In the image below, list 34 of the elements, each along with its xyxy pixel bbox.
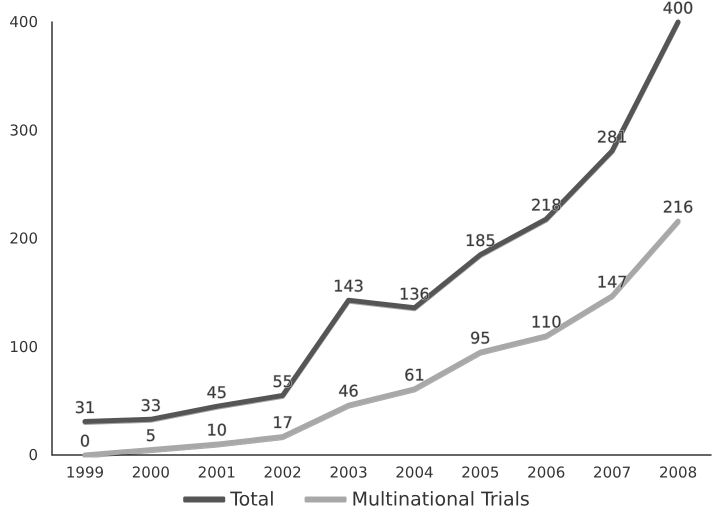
y-tick-label: 300	[9, 121, 38, 140]
x-tick-label: 2005	[461, 464, 500, 482]
data-label: 143	[333, 276, 364, 296]
y-tick-label: 400	[9, 13, 38, 31]
data-label: 110	[530, 312, 562, 332]
x-tick-label: 2008	[658, 464, 698, 482]
x-tick-label: 2002	[264, 464, 302, 482]
data-label: 61	[404, 365, 425, 384]
x-tick-label: 2004	[395, 464, 434, 482]
data-label: 216	[662, 198, 694, 217]
y-tick-label: 0	[28, 446, 38, 464]
x-tick-label: 2006	[527, 464, 566, 482]
y-tick-label: 200	[9, 230, 38, 248]
x-tick-label: 1999	[66, 464, 104, 482]
data-label: 45	[206, 382, 227, 402]
data-label: 46	[338, 382, 359, 401]
data-label: 185	[465, 231, 496, 250]
y-tick-label: 100	[9, 338, 38, 356]
legend-label: Total	[229, 488, 275, 510]
x-tick-label: 2003	[329, 464, 368, 482]
x-tick-label: 2001	[198, 464, 236, 482]
x-tick-label: 2007	[593, 464, 632, 482]
data-label: 17	[272, 413, 293, 432]
data-label: 400	[662, 0, 694, 18]
data-label: 5	[146, 426, 156, 446]
data-label: 10	[206, 420, 227, 440]
data-label: 136	[399, 284, 430, 304]
x-tick-label: 2000	[132, 464, 170, 482]
data-label: 147	[596, 272, 628, 292]
data-label: 31	[74, 398, 96, 417]
data-label: 33	[140, 396, 162, 415]
legend-label: Multinational Trials	[352, 488, 530, 510]
data-label: 95	[470, 328, 491, 348]
data-label: 0	[80, 432, 90, 450]
